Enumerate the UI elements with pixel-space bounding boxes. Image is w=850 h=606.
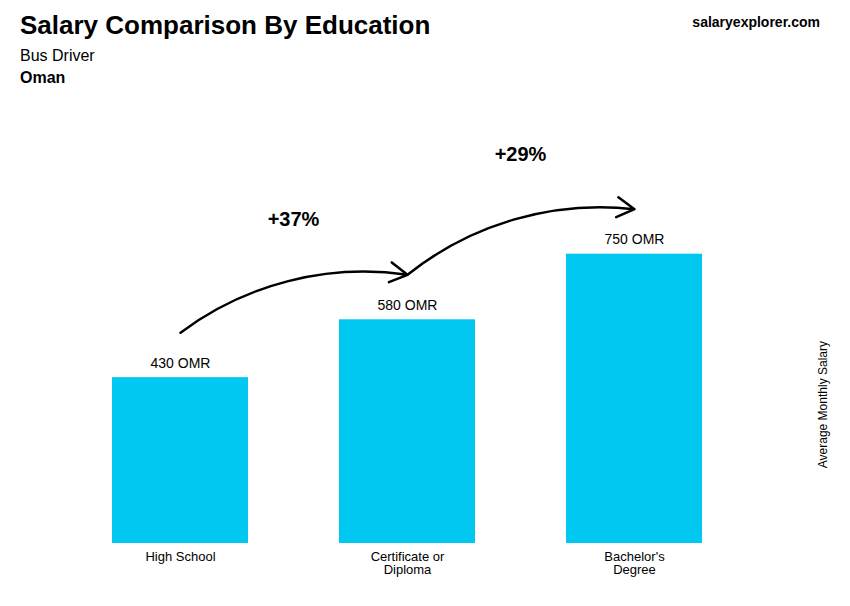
svg-text:Average Monthly Salary: Average Monthly Salary — [816, 341, 830, 468]
svg-text:Bachelor'sDegree: Bachelor'sDegree — [604, 549, 665, 577]
html-text:Oman: Oman — [20, 69, 66, 86]
svg-text:High School: High School — [145, 549, 215, 564]
html-text:salaryexplorer.com: salaryexplorer.com — [692, 14, 820, 30]
svg-text:750 OMR: 750 OMR — [605, 231, 665, 247]
svg-text:430 OMR: 430 OMR — [151, 355, 211, 371]
svg-text:Certificate orDiploma: Certificate orDiploma — [371, 549, 445, 577]
svg-text:+37%: +37% — [268, 208, 320, 230]
html-text:Salary Comparison By Education: Salary Comparison By Education — [20, 10, 431, 40]
svg-text:+29%: +29% — [495, 143, 547, 165]
html-text:Bus Driver: Bus Driver — [20, 47, 95, 64]
svg-text:580 OMR: 580 OMR — [378, 297, 438, 313]
